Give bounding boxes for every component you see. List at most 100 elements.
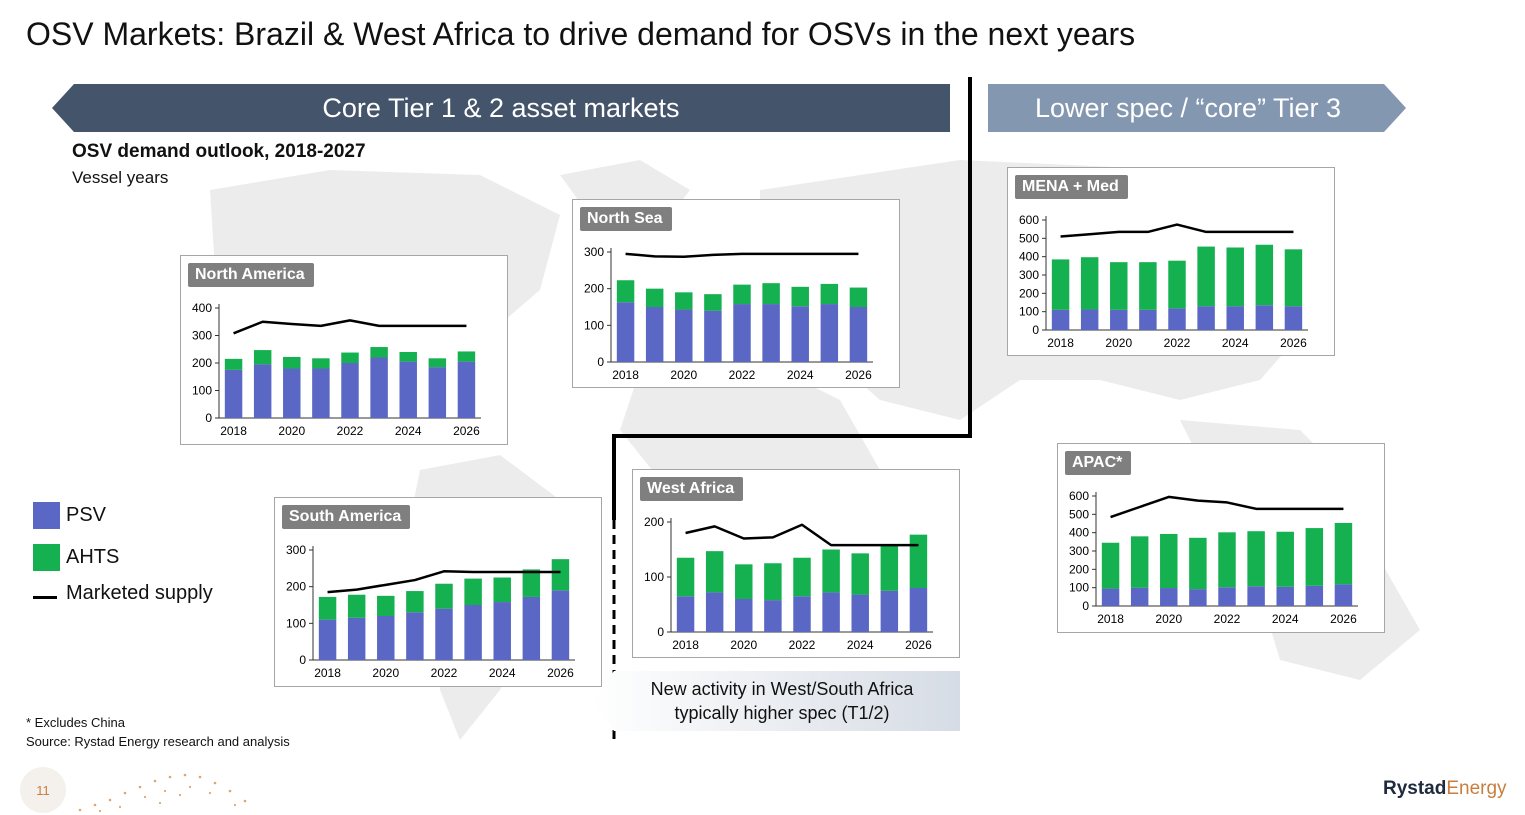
y-tick-label: 400: [1019, 250, 1039, 264]
bar-ahts-2022: [1168, 260, 1186, 309]
banner-core-markets: Core Tier 1 & 2 asset markets: [52, 84, 950, 132]
bar-psv-2022: [341, 363, 359, 418]
bar-ahts-2019: [1130, 536, 1149, 588]
bar-psv-2025: [1305, 585, 1324, 606]
x-tick-label: 2020: [372, 666, 399, 680]
chart-canvas-west-africa: 0 100 200 2018 2020 2022 2024 2026: [644, 515, 933, 652]
bar-ahts-2018: [318, 596, 337, 620]
y-tick-label: 200: [1019, 286, 1039, 300]
chart-north-sea: 0 100 200 300 2018 2020 2022 2024 2026 North Sea: [572, 199, 900, 388]
bar-psv-2026: [849, 307, 868, 362]
bar-psv-2018: [318, 619, 337, 660]
bar-ahts-2025: [880, 545, 899, 591]
bar-ahts-2019: [1080, 257, 1099, 310]
bar-ahts-2018: [224, 358, 243, 370]
x-tick-label: 2022: [337, 424, 364, 438]
bar-ahts-2023: [1247, 531, 1265, 587]
bar-psv-2021: [764, 600, 782, 632]
y-tick-label: 400: [192, 301, 212, 315]
bar-psv-2020: [1160, 588, 1178, 606]
bar-psv-2022: [1168, 308, 1186, 330]
legend-psv-label: PSV: [66, 504, 107, 526]
banner-core-label: Core Tier 1 & 2 asset markets: [322, 92, 680, 123]
bar-ahts-2023: [822, 549, 840, 593]
bar-ahts-2020: [675, 292, 693, 310]
x-tick-label: 2024: [489, 666, 516, 680]
bar-psv-2025: [880, 590, 899, 632]
bar-ahts-2025: [428, 358, 447, 368]
bar-psv-2019: [1080, 309, 1099, 330]
bar-psv-2019: [347, 617, 366, 660]
x-tick-label: 2020: [670, 368, 697, 382]
line-marketed-supply: [625, 252, 859, 259]
bar-ahts-2018: [1101, 542, 1120, 589]
x-tick-label: 2024: [395, 424, 422, 438]
bar-psv-2021: [312, 368, 330, 418]
line-marketed-supply: [327, 570, 561, 594]
x-tick-label: 2020: [1155, 612, 1182, 626]
legend-ahts-swatch: [33, 544, 60, 571]
bar-ahts-2026: [909, 534, 928, 588]
bar-ahts-2023: [464, 578, 482, 605]
y-tick-label: 100: [192, 384, 212, 398]
line-marketed-supply: [233, 319, 467, 335]
bar-psv-2023: [464, 605, 482, 660]
x-tick-label: 2022: [431, 666, 458, 680]
x-tick-label: 2026: [905, 638, 932, 652]
bar-ahts-2024: [791, 286, 809, 307]
bar-psv-2025: [820, 304, 839, 362]
page-number: 11: [20, 767, 66, 813]
bar-psv-2024: [399, 361, 417, 418]
bar-ahts-2022: [435, 583, 453, 609]
bar-ahts-2019: [705, 551, 724, 593]
bar-ahts-2019: [645, 288, 664, 307]
line-marketed-supply: [1060, 223, 1294, 238]
legend-ahts-label: AHTS: [66, 546, 120, 568]
chart-canvas-mena-med: 0 100 200 300 400 500 600 2018 2020 2022 2024 2026: [1019, 213, 1308, 350]
x-tick-label: 2024: [1222, 336, 1249, 350]
chart-subtitle: OSV demand outlook, 2018-2027: [72, 141, 366, 162]
callout-text: New activity in West/South Africa typica…: [650, 679, 914, 723]
chart-south-america: 0 100 200 300 2018 2020 2022 2024 2026 South Ame…: [274, 497, 602, 687]
x-tick-label: 2022: [1214, 612, 1241, 626]
bar-psv-2021: [1139, 309, 1157, 330]
bar-psv-2025: [1255, 305, 1274, 330]
y-tick-label: 200: [1069, 562, 1089, 576]
bar-psv-2023: [1247, 586, 1265, 606]
legend-psv-swatch: [33, 502, 60, 529]
logo-light: Energy: [1446, 778, 1507, 799]
bar-psv-2020: [1110, 309, 1128, 330]
chart-label-south-america: South America: [282, 505, 411, 529]
y-tick-label: 100: [644, 570, 664, 584]
bar-ahts-2024: [851, 553, 869, 595]
bar-ahts-2025: [1255, 244, 1274, 306]
page-title: OSV Markets: Brazil & West Africa to dri…: [26, 16, 1136, 52]
y-tick-label: 200: [192, 356, 212, 370]
bar-psv-2026: [457, 361, 476, 418]
legend-supply: Marketed supply: [33, 582, 213, 605]
bar-psv-2023: [762, 304, 780, 362]
y-tick-label: 200: [286, 580, 306, 594]
bar-ahts-2026: [1334, 522, 1353, 585]
bar-ahts-2019: [347, 594, 366, 618]
legend-supply-swatch: [33, 596, 57, 599]
legend-psv: PSV: [33, 502, 106, 529]
bar-ahts-2023: [370, 347, 388, 358]
chart-canvas-south-america: 0 100 200 300 2018 2020 2022 2024 2026: [286, 543, 575, 680]
bar-psv-2025: [522, 596, 541, 660]
footnote: * Excludes China: [26, 715, 125, 730]
divider-solid-line: [612, 77, 972, 520]
bar-ahts-2026: [551, 559, 570, 591]
chart-label-mena-med: MENA + Med: [1015, 175, 1128, 199]
bar-ahts-2024: [1276, 531, 1294, 587]
bar-psv-2018: [1101, 588, 1120, 606]
x-tick-label: 2018: [1097, 612, 1124, 626]
bar-ahts-2018: [1051, 259, 1070, 310]
bar-psv-2026: [1334, 584, 1353, 606]
x-tick-label: 2020: [1105, 336, 1132, 350]
chart-canvas-north-america: 0 100 200 300 400 2018 2020 2022 2024 2026: [192, 301, 481, 438]
y-tick-label: 0: [597, 355, 604, 369]
chart-label-west-africa: West Africa: [640, 477, 744, 501]
y-tick-label: 100: [286, 616, 306, 630]
chart-canvas-apac: 0 100 200 300 400 500 600 2018 2020 2022 2024 2026: [1069, 489, 1358, 626]
